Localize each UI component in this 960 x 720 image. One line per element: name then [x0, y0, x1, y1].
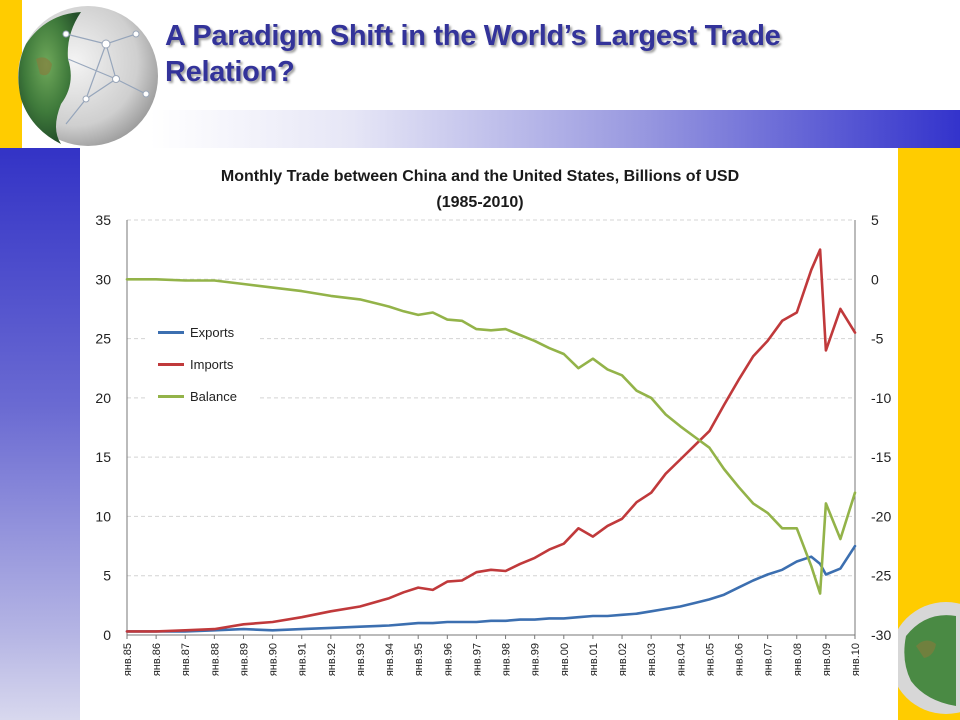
y-right-tick-label: -5: [871, 331, 884, 347]
trade-chart: 0 5 10 15 20 25 30 35 -30 -25 -20 -15 -10 -5 0 5 янв.85 я…: [0, 0, 960, 720]
x-tick-label: янв.05: [704, 643, 716, 676]
x-tick-label: янв.01: [588, 643, 600, 676]
legend-item-imports: Imports: [158, 354, 233, 374]
y-left-tick-label: 10: [95, 508, 111, 524]
x-tick-label: янв.91: [297, 643, 309, 676]
y-left-tick-label: 25: [95, 331, 111, 347]
legend-swatch-imports: [158, 363, 184, 366]
legend-label-exports: Exports: [190, 325, 234, 340]
x-tick-label: янв.86: [151, 643, 163, 676]
x-tick-label: янв.93: [355, 643, 367, 676]
x-tick-label: янв.03: [646, 643, 658, 676]
x-tick-label: янв.99: [530, 643, 542, 676]
y-right-tick-label: 5: [871, 212, 879, 228]
y-left-tick-label: 20: [95, 390, 111, 406]
y-right-tick-label: -10: [871, 390, 891, 406]
x-tick-label: янв.87: [180, 643, 192, 676]
x-tick-label: янв.00: [559, 643, 571, 676]
y-right-tick-label: -15: [871, 449, 891, 465]
y-left-tick-label: 0: [103, 627, 111, 643]
chart-legend: Exports Imports Balance: [148, 312, 258, 412]
x-tick-label: янв.92: [326, 643, 338, 676]
y-left-tick-label: 30: [95, 271, 111, 287]
legend-label-imports: Imports: [190, 357, 233, 372]
imports-line: [127, 250, 855, 632]
x-tick-label: янв.04: [675, 643, 687, 676]
x-tick-label: янв.02: [617, 643, 629, 676]
x-tick-label: янв.96: [442, 643, 454, 676]
y-right-tick-label: -30: [871, 627, 891, 643]
exports-line: [127, 546, 855, 631]
x-tick-label: янв.06: [734, 643, 746, 676]
y-right-tick-label: 0: [871, 271, 879, 287]
x-tick-label: янв.08: [792, 643, 804, 676]
x-tick-label: янв.95: [413, 643, 425, 676]
y-right-tick-label: -25: [871, 568, 891, 584]
legend-item-exports: Exports: [158, 322, 234, 342]
x-tick-label: янв.97: [471, 643, 483, 676]
legend-item-balance: Balance: [158, 386, 237, 406]
legend-swatch-exports: [158, 331, 184, 334]
legend-label-balance: Balance: [190, 389, 237, 404]
y-left-tick-label: 5: [103, 568, 111, 584]
x-tick-label: янв.09: [821, 643, 833, 676]
x-tick-label: янв.89: [238, 643, 250, 676]
x-tick-label: янв.10: [850, 643, 862, 676]
y-left-tick-label: 35: [95, 212, 111, 228]
y-right-tick-label: -20: [871, 508, 891, 524]
y-left-tick-label: 15: [95, 449, 111, 465]
legend-swatch-balance: [158, 395, 184, 398]
x-tick-label: янв.85: [122, 643, 134, 676]
x-tick-label: янв.98: [501, 643, 513, 676]
x-tick-label: янв.94: [384, 643, 396, 676]
x-tick-label: янв.90: [268, 643, 280, 676]
x-tick-label: янв.88: [209, 643, 221, 676]
x-tick-label: янв.07: [763, 643, 775, 676]
